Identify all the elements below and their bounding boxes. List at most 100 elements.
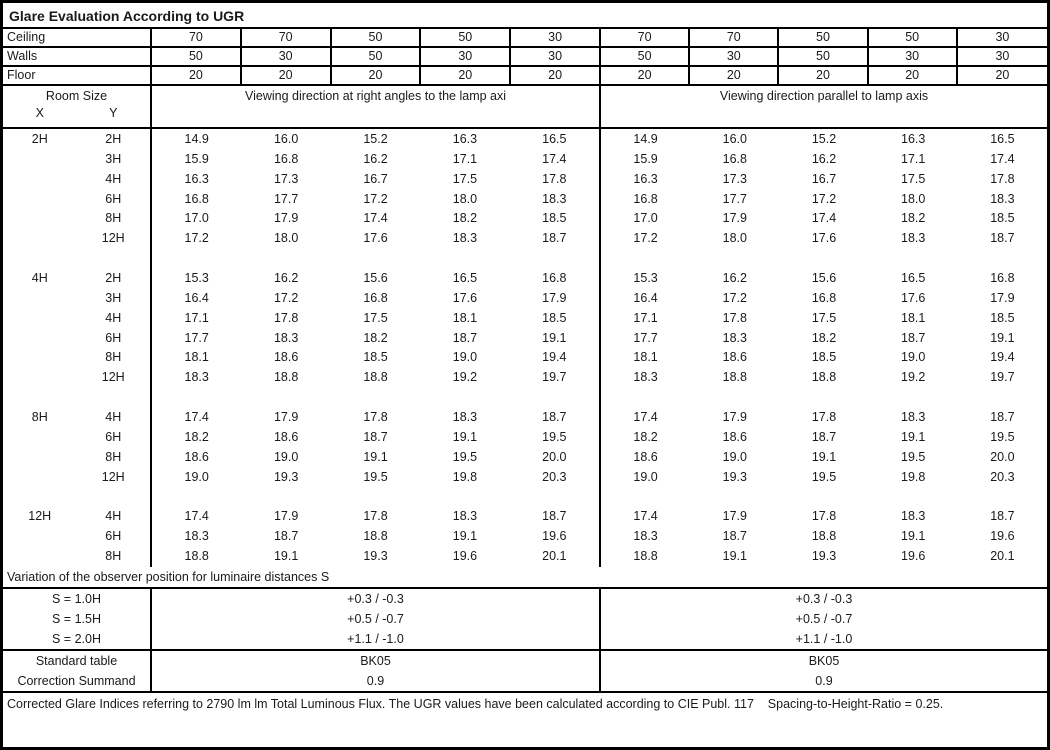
room-label — [3, 468, 77, 488]
ugr-row: 16.3 17.3 16.7 17.5 17.8 — [601, 170, 1047, 190]
surface-row-label: Walls — [3, 48, 152, 65]
room-label — [3, 150, 77, 170]
ugr-value-cell: 19.5 — [901, 449, 926, 464]
ugr-value-cell: 18.3 — [452, 509, 478, 524]
ugr-value-cell: 15.6 — [811, 271, 837, 286]
ugr-value-cell: 16.3 — [452, 132, 478, 146]
room-label: 2H — [105, 271, 122, 286]
ugr-row: 18.3 18.7 18.8 19.1 19.6 — [601, 527, 1047, 547]
spacer-row — [3, 388, 150, 408]
ugr-value-cell — [331, 249, 420, 269]
ugr-value-cell: 18.6 — [722, 350, 747, 365]
ugr-value-cell: 18.2 — [452, 211, 478, 226]
room-label: 4H — [31, 271, 48, 286]
ugr-value-cell — [510, 249, 599, 269]
ugr-row: 17.7 18.3 18.2 18.7 19.1 — [152, 329, 599, 349]
s-values-left: +0.3 / -0.3 +0.5 / -0.7 +1.1 / -1.0 — [152, 589, 601, 650]
viewing-direction-right-header: Viewing direction parallel to lamp axis — [719, 89, 929, 103]
spacer-row — [152, 487, 599, 507]
ugr-value-cell: 17.3 — [722, 171, 747, 186]
ugr-value-cell: 17.0 — [184, 211, 209, 226]
footer-note: Corrected Glare Indices referring to 279… — [7, 697, 944, 711]
room-label — [77, 388, 151, 408]
ugr-value-cell: 19.6 — [901, 549, 926, 564]
surface-value-cell: 20 — [995, 68, 1010, 82]
ugr-value-cell: 18.0 — [273, 231, 299, 246]
ugr-value-cell: 17.1 — [633, 310, 658, 325]
room-label: 6H — [105, 191, 122, 206]
s-distance-labels: S = 1.0H S = 1.5H S = 2.0H — [3, 589, 152, 650]
summary-label: Standard table — [35, 654, 118, 668]
surface-value-cell: 50 — [332, 48, 422, 65]
ugr-row: 18.2 18.6 18.7 19.1 19.5 — [152, 428, 599, 448]
ugr-value-cell: 18.5 — [363, 350, 388, 365]
ugr-value-cell — [958, 487, 1047, 507]
ugr-value-cell — [420, 249, 509, 269]
room-size-row: 6H — [3, 190, 150, 210]
ugr-value-cell: 16.8 — [722, 151, 747, 166]
ugr-value-cell: 18.1 — [452, 310, 478, 325]
surface-value-cell: 30 — [511, 48, 601, 65]
surface-value-cell: 20 — [332, 67, 422, 84]
y-axis-label: Y — [109, 106, 118, 120]
ugr-value-cell: 16.4 — [184, 290, 209, 305]
surface-value-cell: 20 — [242, 67, 332, 84]
room-label: 6H — [105, 330, 122, 345]
ugr-value-cell: 17.5 — [901, 171, 926, 186]
surface-value-cell: 70 — [690, 29, 780, 46]
ugr-value-cell: 19.5 — [811, 469, 837, 484]
ugr-value-cell — [152, 388, 241, 408]
parallel-values-column: 14.9 16.0 15.2 16.3 16.5 15.9 16.8 16.2 17.1 17.4… — [601, 129, 1047, 567]
ugr-value-cell: 18.7 — [990, 410, 1015, 425]
ugr-value-cell — [958, 388, 1047, 408]
ugr-value-cell: 15.3 — [633, 271, 658, 286]
ugr-value-cell: 18.7 — [722, 529, 747, 544]
ugr-value-cell — [420, 388, 509, 408]
observer-variation-section: S = 1.0H S = 1.5H S = 2.0H +0.3 / -0.3 +0.5… — [3, 589, 1047, 651]
ugr-value-cell: 17.5 — [452, 171, 478, 186]
ugr-value-cell: 17.8 — [722, 310, 747, 325]
ugr-value-cell: 20.0 — [542, 449, 567, 464]
ugr-value-cell: 17.1 — [901, 151, 926, 166]
surface-value-cell: 30 — [421, 48, 512, 65]
room-size-row: 4H — [3, 309, 150, 329]
ugr-value-cell: 15.9 — [184, 151, 209, 166]
room-size-row: 3H — [3, 150, 150, 170]
room-label — [3, 448, 77, 468]
ugr-value-cell: 17.8 — [363, 509, 388, 524]
ugr-value-cell: 17.7 — [273, 191, 299, 206]
ugr-value-cell: 18.1 — [633, 350, 658, 365]
ugr-value-cell: 18.5 — [990, 310, 1015, 325]
surface-value-cell: 70 — [601, 29, 691, 46]
ugr-value-cell: 16.2 — [273, 271, 299, 286]
ugr-value-cell: 19.8 — [452, 469, 478, 484]
ugr-value-cell: 17.4 — [542, 151, 567, 166]
ugr-value-cell: 18.6 — [722, 429, 747, 444]
ugr-row: 17.1 17.8 17.5 18.1 18.5 — [152, 309, 599, 329]
room-size-row: 12H — [3, 229, 150, 249]
summary-label: Correction Summand — [17, 674, 136, 688]
ugr-row: 17.4 17.9 17.8 18.3 18.7 — [601, 507, 1047, 527]
ugr-value-cell — [241, 487, 330, 507]
room-label: 2H — [105, 132, 122, 146]
x-axis-label: X — [35, 106, 44, 120]
surface-value-cell: 50 — [779, 29, 869, 46]
ugr-value-cell: 19.6 — [542, 529, 567, 544]
ugr-value-cell — [331, 388, 420, 408]
ugr-value-cell: 18.8 — [811, 370, 837, 385]
s-correction-value: +1.1 / -1.0 — [795, 632, 853, 646]
room-label — [77, 249, 151, 269]
ugr-value-cell — [690, 388, 779, 408]
ugr-row: 15.9 16.8 16.2 17.1 17.4 — [601, 150, 1047, 170]
ugr-value-cell: 17.6 — [901, 290, 926, 305]
s-distance-label: S = 1.5H — [52, 612, 101, 626]
ugr-value-cell: 16.5 — [901, 271, 926, 286]
s-correction-value: +0.5 / -0.7 — [347, 612, 404, 626]
surface-row-label: Floor — [3, 67, 152, 84]
ugr-value-cell: 18.8 — [273, 370, 299, 385]
ugr-value-cell: 17.9 — [542, 290, 567, 305]
room-size-row: 8H — [3, 209, 150, 229]
summary-value: 0.9 — [815, 674, 833, 688]
ugr-row: 15.3 16.2 15.6 16.5 16.8 — [601, 269, 1047, 289]
surface-value-cell: 30 — [995, 30, 1010, 44]
